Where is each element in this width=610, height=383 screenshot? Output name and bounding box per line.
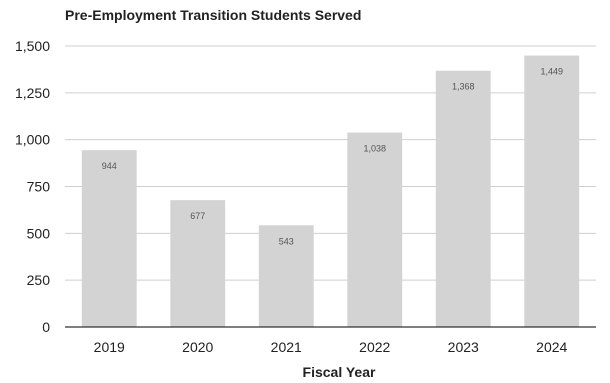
x-tick-label: 2023	[448, 339, 479, 355]
y-tick-label: 1,500	[15, 38, 50, 54]
bar	[524, 55, 580, 327]
bar	[435, 70, 491, 327]
data-label: 1,368	[452, 82, 475, 92]
y-tick-label: 1,000	[15, 132, 50, 148]
data-label: 1,038	[363, 144, 386, 154]
data-label: 1,449	[540, 67, 563, 77]
x-tick-label: 2019	[94, 339, 125, 355]
x-tick-label: 2020	[182, 339, 213, 355]
bar	[81, 150, 137, 327]
chart-title: Pre-Employment Transition Students Serve…	[65, 7, 361, 23]
x-tick-label: 2024	[536, 339, 567, 355]
data-label: 944	[102, 161, 117, 171]
y-axis: 0 250 500 750 1,000 1,250 1,500	[15, 38, 50, 335]
x-axis: 2019 2020 2021 2022 2023 2024	[65, 326, 596, 355]
data-label: 543	[279, 236, 294, 246]
x-axis-title: Fiscal Year	[303, 364, 376, 380]
x-tick-label: 2021	[271, 339, 302, 355]
bar	[170, 200, 226, 327]
bar	[347, 132, 403, 327]
data-label: 677	[190, 211, 205, 221]
data-labels: 944 677 543 1,038 1,368 1,449	[102, 67, 563, 247]
gridlines	[65, 45, 596, 281]
y-tick-label: 750	[27, 179, 51, 195]
y-tick-label: 0	[42, 319, 50, 335]
x-tick-label: 2022	[359, 339, 390, 355]
y-tick-label: 500	[27, 225, 51, 241]
bar	[258, 225, 314, 327]
y-tick-label: 250	[27, 272, 51, 288]
y-tick-label: 1,250	[15, 85, 50, 101]
bars	[81, 55, 580, 327]
